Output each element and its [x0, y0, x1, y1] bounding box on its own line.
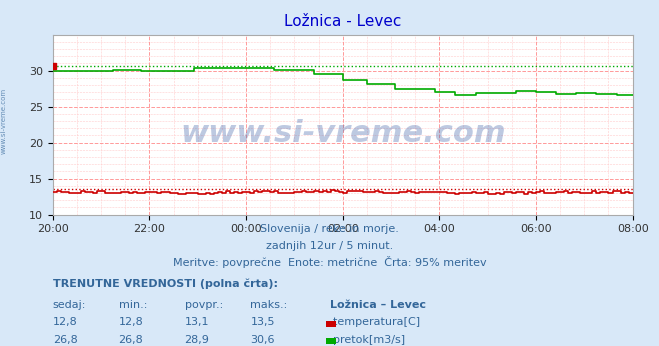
- Text: Meritve: povprečne  Enote: metrične  Črta: 95% meritev: Meritve: povprečne Enote: metrične Črta:…: [173, 256, 486, 268]
- Text: pretok[m3/s]: pretok[m3/s]: [326, 335, 405, 345]
- Text: www.si-vreme.com: www.si-vreme.com: [180, 119, 505, 148]
- Text: 26,8: 26,8: [53, 335, 78, 345]
- Text: sedaj:: sedaj:: [53, 300, 86, 310]
- Text: 12,8: 12,8: [119, 317, 144, 327]
- Text: povpr.:: povpr.:: [185, 300, 223, 310]
- Text: www.si-vreme.com: www.si-vreme.com: [0, 88, 7, 154]
- Text: Ložnica – Levec: Ložnica – Levec: [330, 300, 426, 310]
- Text: 12,8: 12,8: [53, 317, 78, 327]
- Text: zadnjih 12ur / 5 minut.: zadnjih 12ur / 5 minut.: [266, 241, 393, 251]
- Text: Slovenija / reke in morje.: Slovenija / reke in morje.: [260, 224, 399, 234]
- Text: 30,6: 30,6: [250, 335, 275, 345]
- Text: temperatura[C]: temperatura[C]: [326, 317, 420, 327]
- Text: 13,5: 13,5: [250, 317, 275, 327]
- Text: 28,9: 28,9: [185, 335, 210, 345]
- Title: Ložnica - Levec: Ložnica - Levec: [284, 14, 401, 29]
- Text: 13,1: 13,1: [185, 317, 209, 327]
- Text: min.:: min.:: [119, 300, 147, 310]
- Text: maks.:: maks.:: [250, 300, 288, 310]
- Text: 26,8: 26,8: [119, 335, 144, 345]
- Text: TRENUTNE VREDNOSTI (polna črta):: TRENUTNE VREDNOSTI (polna črta):: [53, 279, 277, 289]
